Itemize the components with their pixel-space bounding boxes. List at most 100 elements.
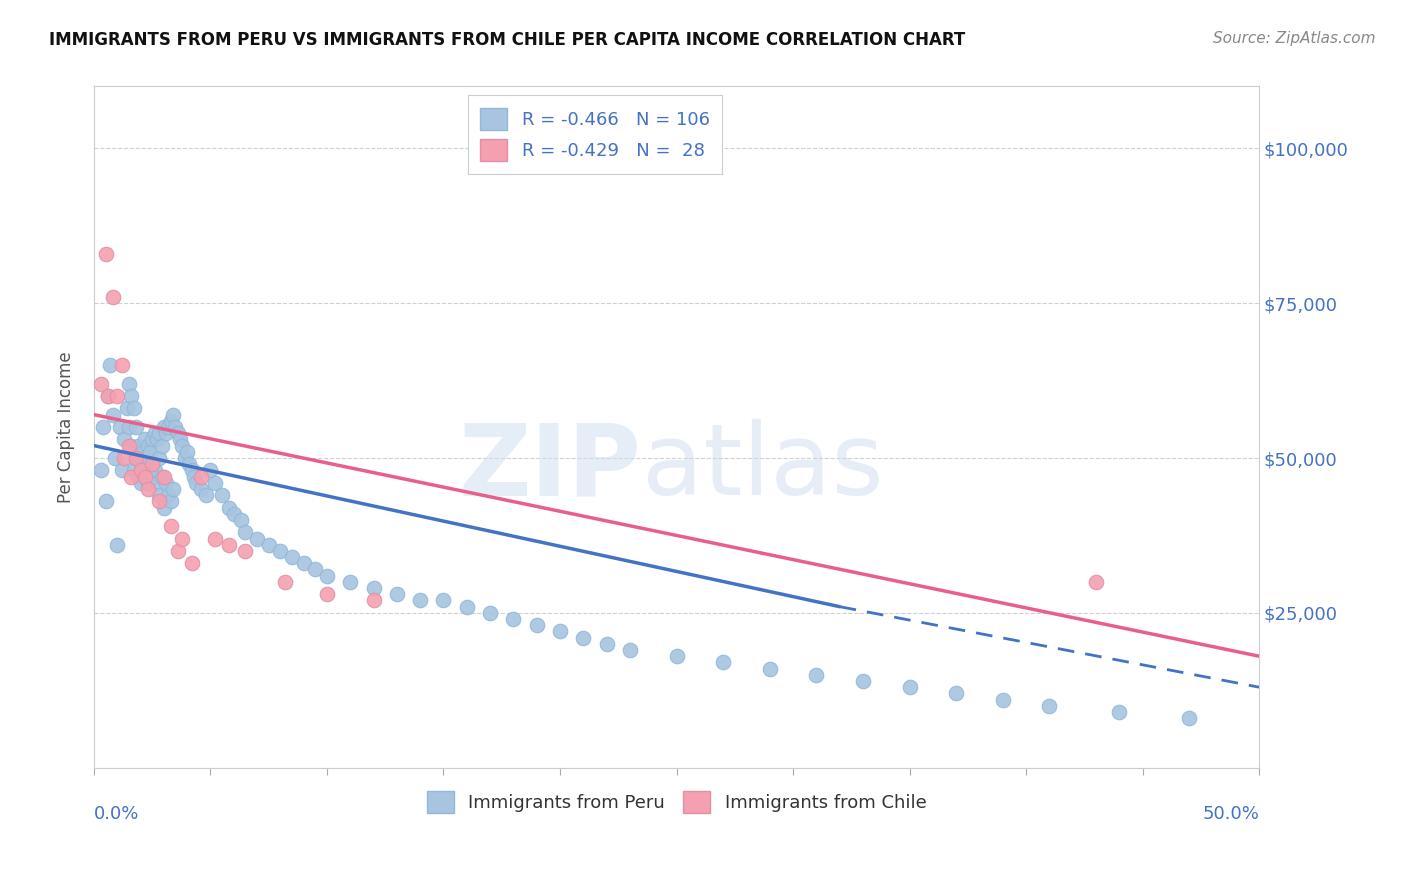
Point [141, 469, 163, 483]
Point [143, 463, 166, 477]
Point [316, 568, 339, 582]
Point [129, 450, 152, 465]
Point [125, 420, 148, 434]
Point [432, 593, 454, 607]
Point [316, 587, 339, 601]
Point [1178, 711, 1201, 725]
Point [94, 494, 117, 508]
Point [136, 450, 159, 465]
Point [112, 450, 135, 465]
Point [134, 433, 156, 447]
Point [129, 463, 152, 477]
Point [101, 408, 124, 422]
Point [1038, 698, 1060, 713]
Point [292, 557, 315, 571]
Point [141, 457, 163, 471]
Point [456, 599, 478, 614]
Point [246, 532, 269, 546]
Point [125, 450, 148, 465]
Legend: Immigrants from Peru, Immigrants from Chile: Immigrants from Peru, Immigrants from Ch… [419, 783, 934, 820]
Point [146, 433, 169, 447]
Point [118, 420, 141, 434]
Text: IMMIGRANTS FROM PERU VS IMMIGRANTS FROM CHILE PER CAPITA INCOME CORRELATION CHAR: IMMIGRANTS FROM PERU VS IMMIGRANTS FROM … [49, 31, 966, 49]
Point [101, 290, 124, 304]
Point [157, 420, 180, 434]
Point [218, 500, 240, 515]
Point [166, 426, 188, 441]
Point [118, 439, 141, 453]
Text: 0.0%: 0.0% [94, 805, 139, 823]
Point [281, 550, 304, 565]
Point [1108, 705, 1130, 719]
Point [179, 457, 201, 471]
Point [155, 475, 177, 490]
Point [1084, 574, 1107, 589]
Point [180, 557, 202, 571]
Point [148, 488, 170, 502]
Point [104, 450, 127, 465]
Point [269, 544, 291, 558]
Point [162, 408, 184, 422]
Point [385, 587, 408, 601]
Point [852, 673, 875, 688]
Point [118, 376, 141, 391]
Point [665, 649, 688, 664]
Point [97, 389, 120, 403]
Point [139, 463, 162, 477]
Point [502, 612, 524, 626]
Point [173, 450, 195, 465]
Point [898, 680, 921, 694]
Point [235, 525, 257, 540]
Point [157, 488, 180, 502]
Point [172, 439, 194, 453]
Point [148, 494, 170, 508]
Point [132, 445, 155, 459]
Point [257, 538, 280, 552]
Point [711, 656, 734, 670]
Point [98, 358, 121, 372]
Point [229, 513, 252, 527]
Point [572, 631, 595, 645]
Point [304, 562, 326, 576]
Point [148, 426, 170, 441]
Point [204, 475, 226, 490]
Point [806, 667, 828, 681]
Point [153, 420, 176, 434]
Point [153, 469, 176, 483]
Point [172, 532, 194, 546]
Point [115, 401, 138, 416]
Point [125, 450, 148, 465]
Point [105, 389, 128, 403]
Point [160, 519, 183, 533]
Point [274, 574, 297, 589]
Point [111, 358, 134, 372]
Text: ZIP: ZIP [458, 419, 641, 516]
Point [108, 420, 131, 434]
Point [150, 469, 173, 483]
Point [160, 494, 183, 508]
Point [176, 445, 198, 459]
Point [204, 532, 226, 546]
Point [169, 433, 191, 447]
Point [90, 463, 112, 477]
Point [619, 643, 641, 657]
Point [120, 469, 142, 483]
Point [90, 376, 112, 391]
Point [91, 420, 114, 434]
Point [991, 692, 1014, 706]
Point [235, 544, 257, 558]
Point [222, 507, 245, 521]
Point [186, 475, 208, 490]
Point [136, 482, 159, 496]
Point [94, 246, 117, 260]
Y-axis label: Per Capita Income: Per Capita Income [58, 351, 75, 503]
Text: atlas: atlas [641, 419, 883, 516]
Point [165, 420, 187, 434]
Point [194, 488, 217, 502]
Point [120, 389, 142, 403]
Point [945, 686, 967, 700]
Point [548, 624, 571, 639]
Point [127, 439, 149, 453]
Point [180, 463, 202, 477]
Point [160, 414, 183, 428]
